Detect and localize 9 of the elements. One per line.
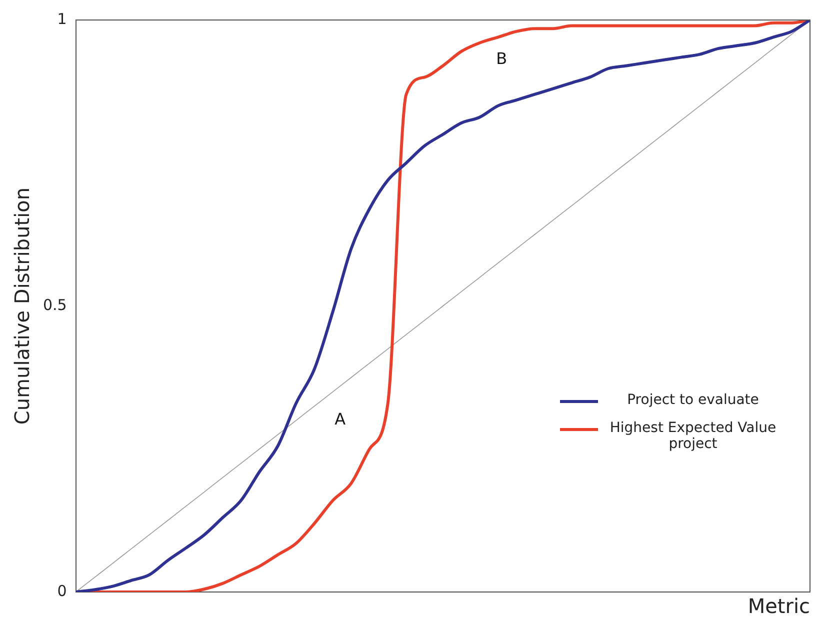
legend-label: Highest Expected Value project <box>608 420 778 452</box>
y-axis-title: Cumulative Distribution <box>10 187 34 425</box>
annotation: B <box>496 49 508 68</box>
y-tick-label: 1 <box>57 10 67 28</box>
legend-label: Project to evaluate <box>626 392 760 408</box>
annotation: A <box>334 410 346 429</box>
y-tick-label: 0.5 <box>42 296 67 314</box>
x-axis-title: Metric <box>748 594 810 618</box>
y-tick-label: 0 <box>57 582 67 600</box>
